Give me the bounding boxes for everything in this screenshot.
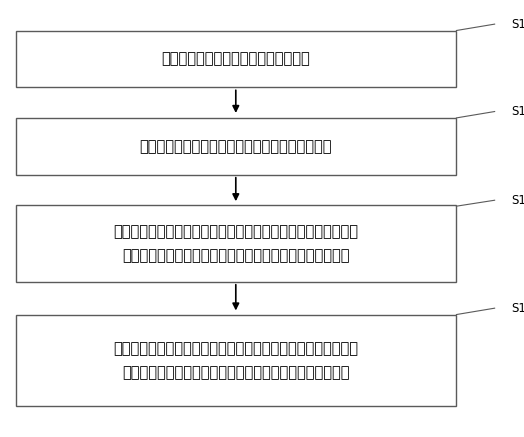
Text: 将时频特征向量代入到训练之后的随机森林故障分离器中，并对
待诊断非线性系统进行序贯概率比检验，得到目标故障信息: 将时频特征向量代入到训练之后的随机森林故障分离器中，并对 待诊断非线性系统进行序…	[113, 224, 358, 264]
Text: S104: S104	[511, 105, 524, 118]
Bar	[16, 31, 456, 87]
Bar	[16, 118, 456, 175]
Text: S108: S108	[511, 302, 524, 315]
Text: S102: S102	[511, 17, 524, 31]
Text: 基于小波包分解提取待测残差信号的时频特征向量: 基于小波包分解提取待测残差信号的时频特征向量	[139, 139, 332, 154]
Bar	[16, 315, 456, 406]
Text: S106: S106	[511, 194, 524, 207]
Text: 将时频特征向量和目标故障类型代入到训练之后的回归随机森林
故障辨识器中，得到与目标故障类型相对应的故障大小信息: 将时频特征向量和目标故障类型代入到训练之后的回归随机森林 故障辨识器中，得到与目…	[113, 341, 358, 380]
Text: 获取待诊断非线性系统的待测残差信号: 获取待诊断非线性系统的待测残差信号	[161, 52, 310, 66]
Bar	[16, 205, 456, 282]
